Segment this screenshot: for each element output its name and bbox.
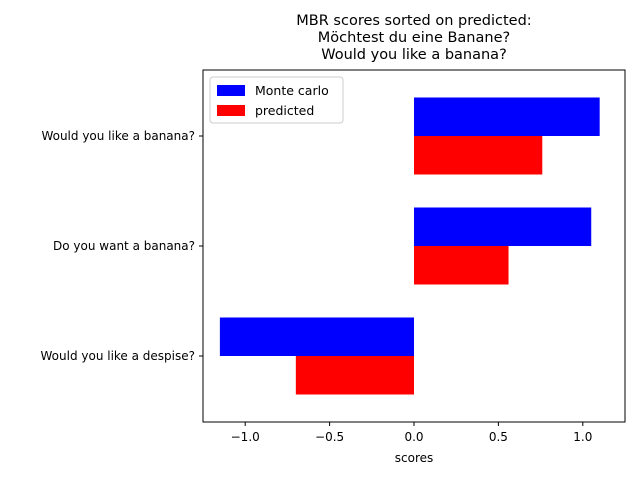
x-axis: −1.0 −0.5 0.0 0.5 1.0 — [231, 422, 592, 444]
x-tick-label: −0.5 — [315, 430, 344, 444]
x-tick-label: 0.5 — [489, 430, 508, 444]
legend-swatch — [217, 105, 245, 116]
title-line: Would you like a banana? — [321, 47, 507, 63]
legend-label: Monte carlo — [255, 83, 329, 98]
x-tick-label: 0.0 — [404, 430, 423, 444]
title-line: Möchtest du eine Banane? — [318, 30, 510, 46]
y-axis: Would you like a despise? Do you want a b… — [41, 129, 203, 363]
bar-monte-carlo-1 — [414, 207, 592, 246]
legend-label: predicted — [255, 103, 314, 118]
x-axis-label: scores — [395, 451, 434, 465]
legend: Monte carlo predicted — [209, 76, 344, 124]
title-line: MBR scores sorted on predicted: — [296, 13, 531, 29]
y-tick-label: Would you like a banana? — [41, 129, 195, 143]
x-tick-label: 1.0 — [573, 430, 592, 444]
y-tick-label: Do you want a banana? — [53, 239, 195, 253]
bars — [219, 97, 600, 395]
x-tick-label: −1.0 — [231, 430, 260, 444]
bar-predicted-1 — [414, 246, 509, 285]
bar-predicted-2 — [414, 136, 543, 175]
bar-predicted-0 — [295, 356, 414, 395]
bar-monte-carlo-0 — [219, 317, 414, 356]
legend-swatch — [217, 85, 245, 96]
chart-title: MBR scores sorted on predicted:Möchtest … — [296, 13, 531, 63]
y-tick-label: Would you like a despise? — [41, 349, 196, 363]
bar-monte-carlo-2 — [414, 97, 600, 136]
